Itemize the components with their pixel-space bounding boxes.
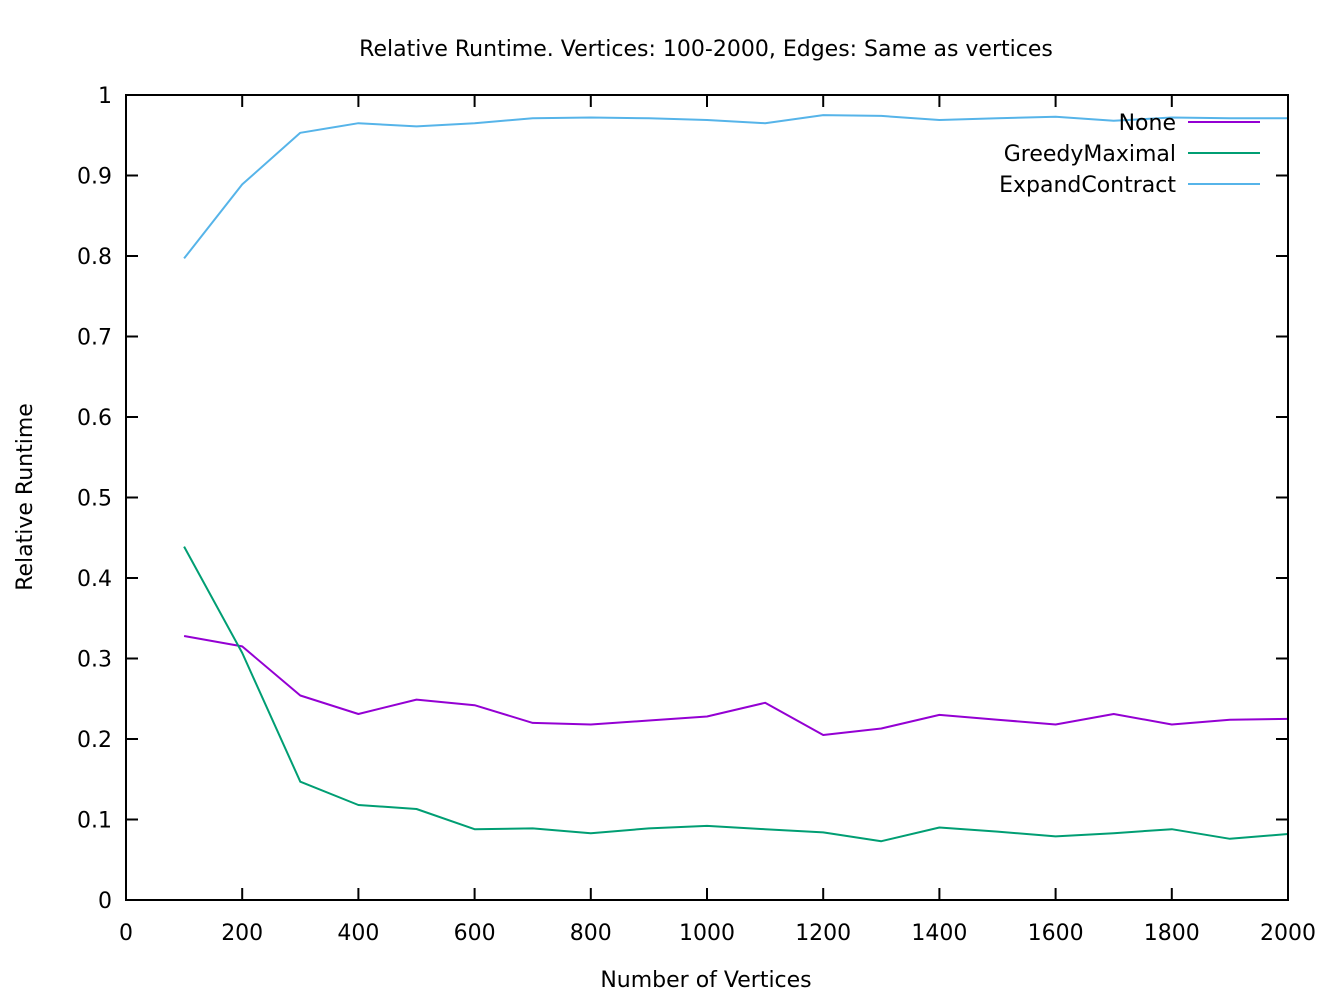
x-tick-label: 800 <box>570 921 612 946</box>
axis-ticks: 0 200 400 600 800 1000 1200 1400 1600 1800 2000 0 0.… <box>77 84 1316 946</box>
y-tick-label: 0.1 <box>77 809 112 834</box>
y-tick-label: 0.3 <box>77 648 112 673</box>
x-tick-label: 1800 <box>1144 921 1200 946</box>
x-tick-label: 1200 <box>795 921 851 946</box>
legend: None GreedyMaximal ExpandContract <box>999 111 1260 198</box>
legend-label: GreedyMaximal <box>1004 142 1176 167</box>
x-tick-label: 1400 <box>911 921 967 946</box>
y-tick-label: 0.9 <box>77 165 112 190</box>
x-axis-label: Number of Vertices <box>600 968 811 993</box>
y-tick-label: 0.5 <box>77 487 112 512</box>
legend-label: None <box>1119 111 1176 136</box>
x-tick-label: 2000 <box>1260 921 1316 946</box>
series-line-expandcontract <box>183 114 1288 260</box>
x-tick-label: 200 <box>221 921 263 946</box>
x-tick-label: 600 <box>454 921 496 946</box>
y-tick-label: 0 <box>98 889 112 914</box>
y-tick-label: 0.2 <box>77 728 112 753</box>
legend-label: ExpandContract <box>999 173 1176 198</box>
series-line-greedymaximal <box>183 546 1289 843</box>
y-tick-label: 0.7 <box>77 326 112 351</box>
x-tick-label: 1000 <box>679 921 735 946</box>
plot-frame <box>125 94 1289 901</box>
x-tick-label: 1600 <box>1028 921 1084 946</box>
y-tick-label: 0.6 <box>77 406 112 431</box>
y-tick-label: 1 <box>98 84 112 109</box>
x-tick-label: 0 <box>119 921 133 946</box>
x-tick-label: 400 <box>337 921 379 946</box>
y-tick-label: 0.4 <box>77 567 112 592</box>
chart-title: Relative Runtime. Vertices: 100-2000, Ed… <box>359 37 1053 62</box>
y-tick-label: 0.8 <box>77 245 112 270</box>
series-lines <box>183 114 1289 843</box>
series-line-none <box>183 635 1289 736</box>
y-axis-label: Relative Runtime <box>13 403 38 591</box>
